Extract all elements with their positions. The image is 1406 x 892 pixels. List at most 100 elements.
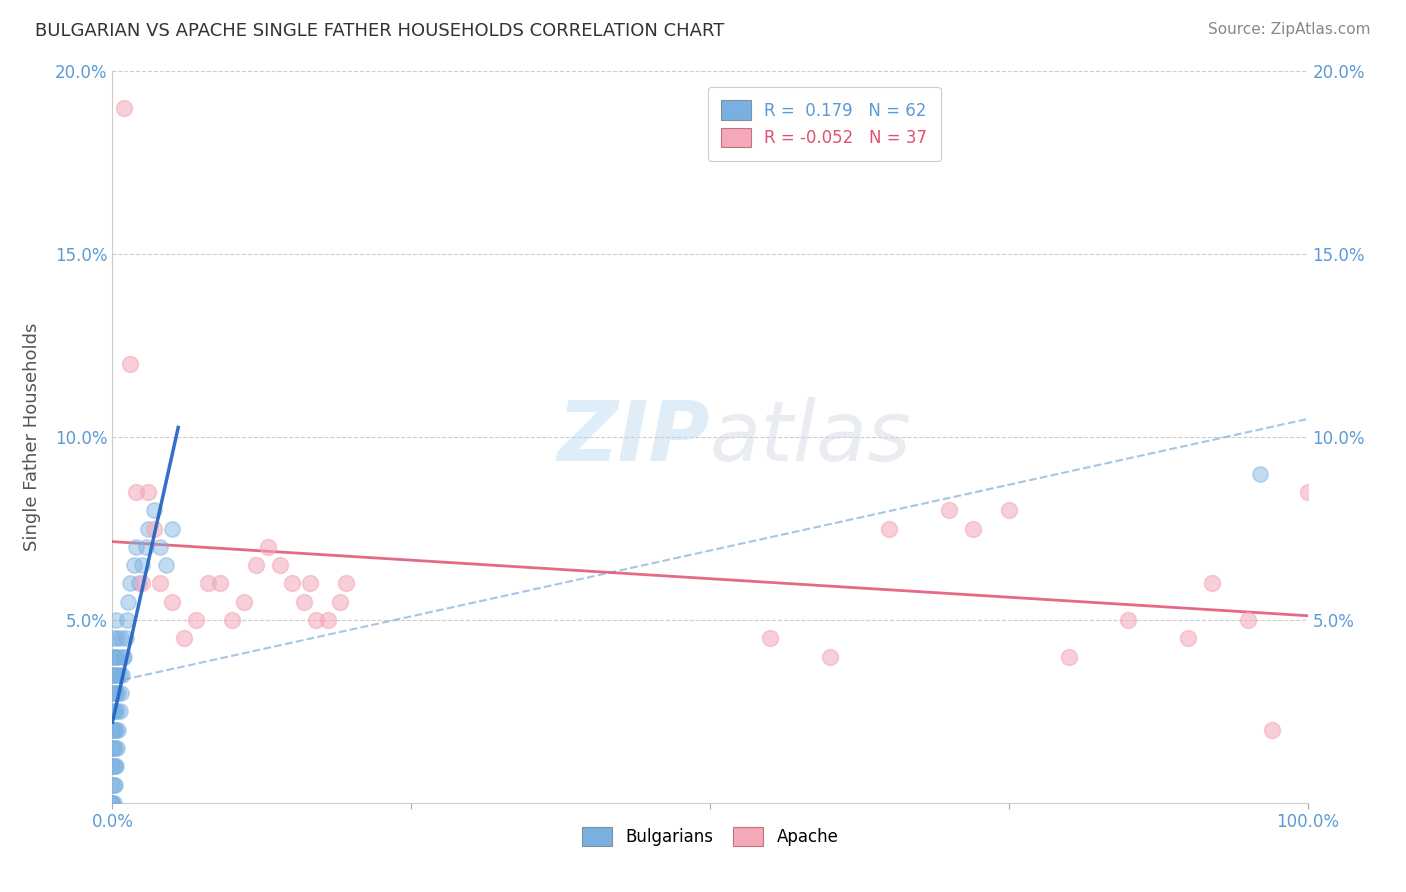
- Point: [105, 759, 128, 773]
- Point: [1296, 485, 1319, 500]
- Point: [316, 613, 339, 627]
- Point: [938, 503, 960, 517]
- Point: [107, 686, 129, 700]
- Point: [125, 540, 148, 554]
- Point: [281, 576, 304, 591]
- Point: [112, 649, 135, 664]
- Point: [759, 632, 782, 646]
- Point: [103, 723, 125, 737]
- Point: [101, 796, 124, 810]
- Point: [110, 686, 132, 700]
- Point: [122, 558, 145, 573]
- Point: [103, 759, 125, 773]
- Point: [104, 705, 127, 719]
- Point: [101, 686, 124, 700]
- Point: [131, 558, 153, 573]
- Point: [233, 594, 256, 608]
- Point: [103, 796, 125, 810]
- Point: [101, 667, 124, 681]
- Point: [292, 594, 315, 608]
- Point: [1057, 649, 1080, 664]
- Point: [105, 686, 128, 700]
- Point: [221, 613, 243, 627]
- Point: [105, 667, 128, 681]
- Point: [131, 576, 153, 591]
- Point: [105, 723, 128, 737]
- Point: [125, 485, 148, 500]
- Point: [104, 759, 127, 773]
- Point: [103, 667, 125, 681]
- Point: [105, 740, 128, 755]
- Point: [1237, 613, 1260, 627]
- Point: [115, 613, 138, 627]
- Point: [105, 632, 128, 646]
- Point: [197, 576, 219, 591]
- Point: [101, 796, 124, 810]
- Point: [101, 796, 124, 810]
- Point: [1249, 467, 1271, 481]
- Point: [111, 667, 134, 681]
- Point: [143, 503, 166, 517]
- Point: [105, 705, 128, 719]
- Point: [104, 740, 127, 755]
- Point: [879, 521, 901, 535]
- Point: [104, 667, 127, 681]
- Point: [245, 558, 267, 573]
- Point: [162, 521, 183, 535]
- Point: [257, 540, 280, 554]
- Point: [1261, 723, 1284, 737]
- Point: [101, 740, 124, 755]
- Point: [101, 759, 124, 773]
- Point: [103, 686, 125, 700]
- Point: [143, 521, 166, 535]
- Point: [298, 576, 321, 591]
- Legend: Bulgarians, Apache: Bulgarians, Apache: [575, 821, 845, 853]
- Point: [104, 649, 127, 664]
- Point: [107, 649, 129, 664]
- Text: BULGARIAN VS APACHE SINGLE FATHER HOUSEHOLDS CORRELATION CHART: BULGARIAN VS APACHE SINGLE FATHER HOUSEH…: [35, 22, 724, 40]
- Point: [120, 576, 142, 591]
- Point: [162, 594, 183, 608]
- Point: [329, 594, 352, 608]
- Point: [114, 101, 135, 115]
- Y-axis label: Single Father Households: Single Father Households: [24, 323, 41, 551]
- Point: [998, 503, 1021, 517]
- Point: [120, 357, 142, 371]
- Point: [1201, 576, 1223, 591]
- Text: atlas: atlas: [710, 397, 911, 477]
- Point: [101, 778, 124, 792]
- Text: Source: ZipAtlas.com: Source: ZipAtlas.com: [1208, 22, 1371, 37]
- Point: [103, 778, 125, 792]
- Point: [104, 778, 127, 792]
- Point: [818, 649, 841, 664]
- Point: [305, 613, 328, 627]
- Point: [114, 632, 136, 646]
- Point: [105, 649, 128, 664]
- Point: [138, 485, 160, 500]
- Point: [117, 594, 139, 608]
- Point: [209, 576, 232, 591]
- Point: [101, 705, 124, 719]
- Point: [107, 723, 129, 737]
- Point: [269, 558, 291, 573]
- Point: [103, 632, 125, 646]
- Text: ZIP: ZIP: [557, 397, 710, 477]
- Point: [149, 540, 172, 554]
- Point: [103, 705, 125, 719]
- Point: [186, 613, 208, 627]
- Point: [103, 740, 125, 755]
- Point: [108, 705, 131, 719]
- Point: [105, 613, 128, 627]
- Point: [335, 576, 357, 591]
- Point: [110, 632, 132, 646]
- Point: [138, 521, 160, 535]
- Point: [104, 686, 127, 700]
- Point: [108, 667, 131, 681]
- Point: [135, 540, 157, 554]
- Point: [104, 723, 127, 737]
- Point: [101, 723, 124, 737]
- Point: [128, 576, 150, 591]
- Point: [173, 632, 195, 646]
- Point: [1177, 632, 1199, 646]
- Point: [103, 649, 125, 664]
